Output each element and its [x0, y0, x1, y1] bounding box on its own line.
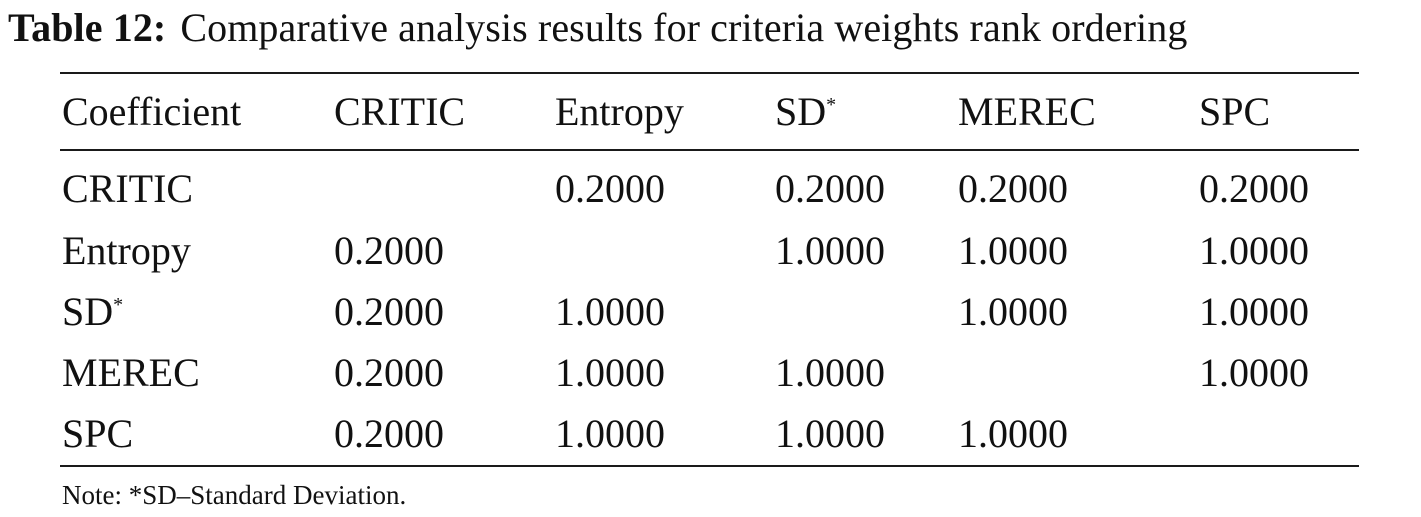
table-top-rule [60, 72, 1359, 74]
table-title: Comparative analysis results for criteri… [180, 5, 1188, 50]
cell-entropy-merec: 1.0000 [958, 228, 1068, 273]
cell-sd-critic: 0.2000 [334, 289, 444, 334]
table-header-rule [60, 149, 1359, 151]
row-label-merec: MEREC [62, 350, 200, 395]
header-cell-critic: CRITIC [334, 89, 466, 134]
table-footnote: Note: *SD–Standard Deviation. [62, 480, 407, 510]
header-cell-spc: SPC [1199, 89, 1271, 134]
table-bottom-rule [60, 465, 1359, 467]
header-cell-coefficient: Coefficient [62, 89, 242, 134]
cell-entropy-sd: 1.0000 [775, 228, 885, 273]
row-sd-asterisk: * [113, 294, 124, 316]
cell-entropy-critic: 0.2000 [334, 228, 444, 273]
cell-sd-merec: 1.0000 [958, 289, 1068, 334]
row-label-sd: SD* [62, 288, 123, 336]
cell-spc-critic: 0.2000 [334, 411, 444, 456]
table-number-label: Table 12: [8, 5, 167, 50]
cell-critic-entropy: 0.2000 [555, 166, 665, 211]
cell-critic-merec: 0.2000 [958, 166, 1068, 211]
header-cell-sd: SD* [775, 88, 836, 136]
cell-entropy-spc: 1.0000 [1199, 228, 1309, 273]
cell-critic-spc: 0.2000 [1199, 166, 1309, 211]
cell-spc-sd: 1.0000 [775, 411, 885, 456]
cell-merec-sd: 1.0000 [775, 350, 885, 395]
cell-critic-sd: 0.2000 [775, 166, 885, 211]
row-label-entropy: Entropy [62, 228, 191, 273]
row-label-spc: SPC [62, 411, 134, 456]
cell-spc-merec: 1.0000 [958, 411, 1068, 456]
cell-merec-entropy: 1.0000 [555, 350, 665, 395]
cell-sd-entropy: 1.0000 [555, 289, 665, 334]
row-sd-text: SD [62, 289, 114, 334]
header-cell-entropy: Entropy [555, 89, 684, 134]
table-caption: Table 12: Comparative analysis results fo… [8, 4, 1187, 52]
cell-merec-spc: 1.0000 [1199, 350, 1309, 395]
cell-spc-entropy: 1.0000 [555, 411, 665, 456]
header-cell-merec: MEREC [958, 89, 1096, 134]
cell-merec-critic: 0.2000 [334, 350, 444, 395]
header-sd-text: SD [775, 89, 827, 134]
header-sd-asterisk: * [826, 94, 837, 116]
cell-sd-spc: 1.0000 [1199, 289, 1309, 334]
row-label-critic: CRITIC [62, 166, 194, 211]
